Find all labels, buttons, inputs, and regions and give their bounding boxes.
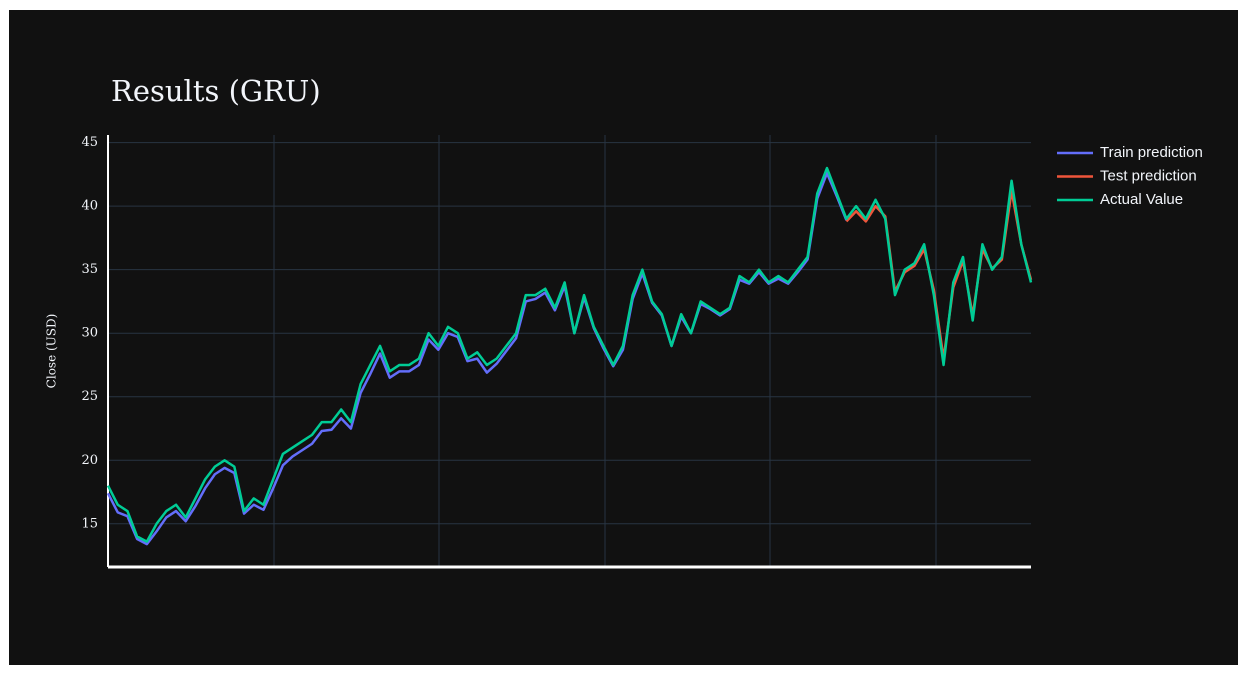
y-tick-label: 20 <box>81 453 98 468</box>
legend-label: Actual Value <box>1100 191 1183 208</box>
legend-label: Train prediction <box>1100 144 1203 161</box>
legend-label: Test prediction <box>1100 167 1197 184</box>
y-tick-label: 35 <box>81 262 98 277</box>
chart-title: Results (GRU) <box>111 74 321 108</box>
line-series <box>106 166 1033 543</box>
y-tick-label: 15 <box>81 516 98 531</box>
y-tick-label: 40 <box>81 199 98 214</box>
y-tick-label: 25 <box>81 389 98 404</box>
y-tick-label: 45 <box>81 135 98 150</box>
y-axis-label: Close (USD) <box>45 314 59 389</box>
y-tick-label: 30 <box>81 326 98 341</box>
